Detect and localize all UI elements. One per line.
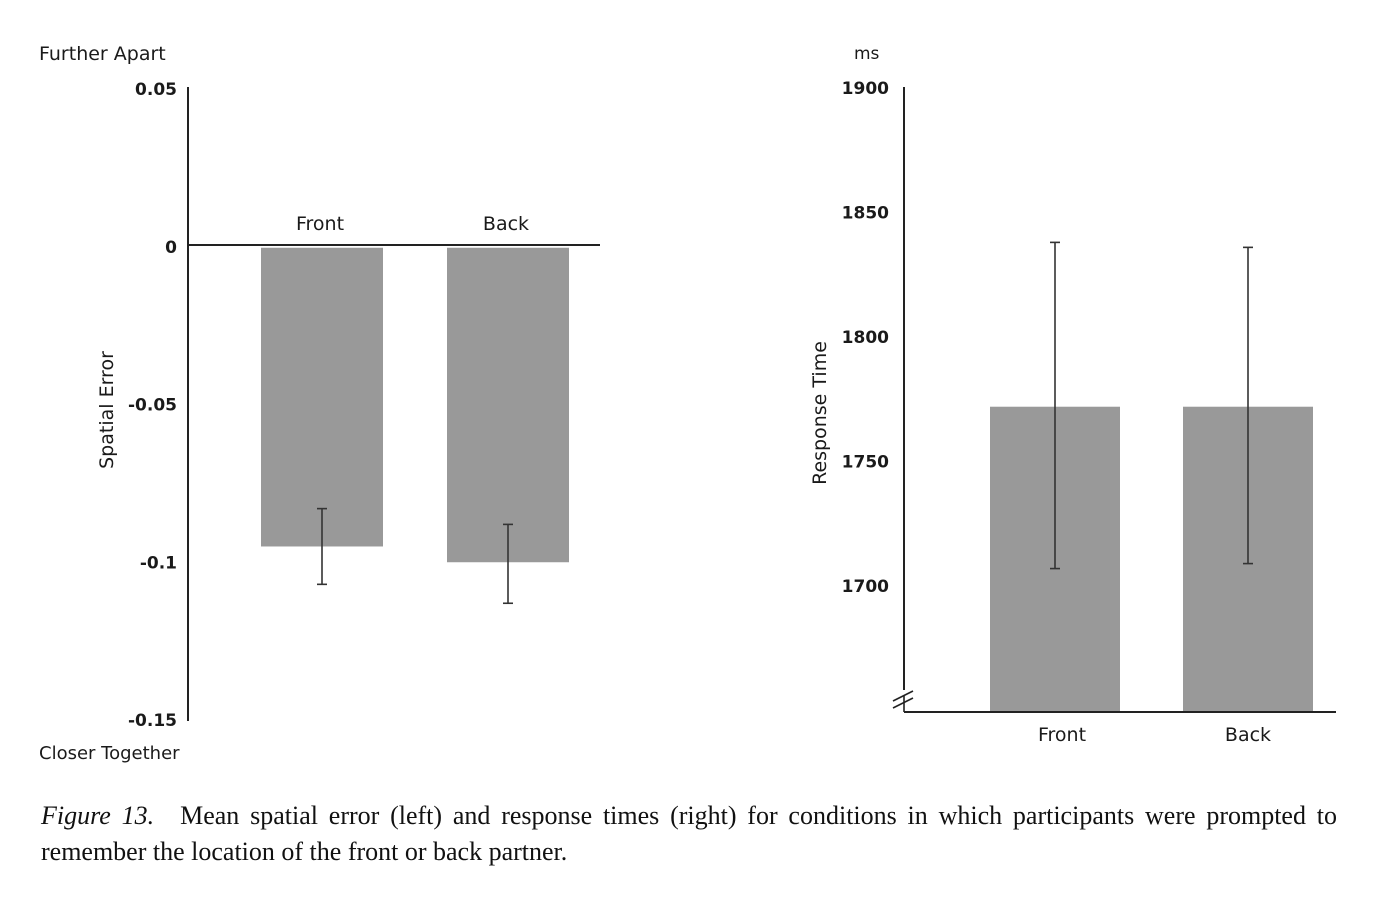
y-tick-label: -0.05 [128, 396, 177, 416]
axis-break-icon [892, 690, 914, 712]
bars: Front Back [990, 241, 1313, 746]
category-label-front: Front [1038, 724, 1086, 746]
unit-label: ms [854, 44, 880, 64]
category-label-back: Back [1225, 724, 1271, 746]
y-axis-label: Response Time [809, 341, 831, 485]
top-annotation: Further Apart [39, 43, 166, 65]
figure-label: Figure 13. [41, 801, 155, 830]
error-bar-front [1050, 241, 1060, 570]
figure-caption: Figure 13. Mean spatial error (left) and … [41, 798, 1337, 870]
bar-front [261, 247, 383, 547]
y-tick-label: 0 [165, 238, 177, 258]
y-tick-labels: 1900 1850 1800 1750 1700 [842, 79, 889, 597]
caption-text: Mean spatial error (left) and response t… [41, 801, 1337, 866]
spatial-error-chart: Further Apart Closer Together Spatial Er… [39, 43, 600, 764]
y-tick-label: 1700 [842, 577, 889, 597]
y-tick-label: 1850 [842, 204, 889, 224]
error-bar-front [317, 507, 327, 586]
bottom-annotation: Closer Together [39, 743, 180, 764]
y-tick-label: 1900 [842, 79, 889, 99]
y-tick-labels: 0.05 0 -0.05 -0.1 -0.15 [128, 80, 177, 731]
error-bar-back [503, 523, 513, 605]
y-tick-label: 0.05 [135, 80, 177, 100]
bars: Front Back [261, 213, 569, 605]
bar-back [447, 247, 569, 563]
y-tick-label: -0.1 [140, 553, 177, 573]
y-tick-label: 1800 [842, 328, 889, 348]
y-tick-label: -0.15 [128, 711, 177, 731]
y-tick-label: 1750 [842, 453, 889, 473]
category-label-front: Front [296, 213, 344, 235]
response-time-chart: ms Response Time 1900 1850 1800 1750 1700 Fr… [809, 44, 1336, 746]
figure-charts: Further Apart Closer Together Spatial Er… [39, 43, 1336, 764]
y-axis-label: Spatial Error [96, 351, 118, 469]
category-label-back: Back [483, 213, 529, 235]
error-bar-back [1243, 246, 1253, 565]
